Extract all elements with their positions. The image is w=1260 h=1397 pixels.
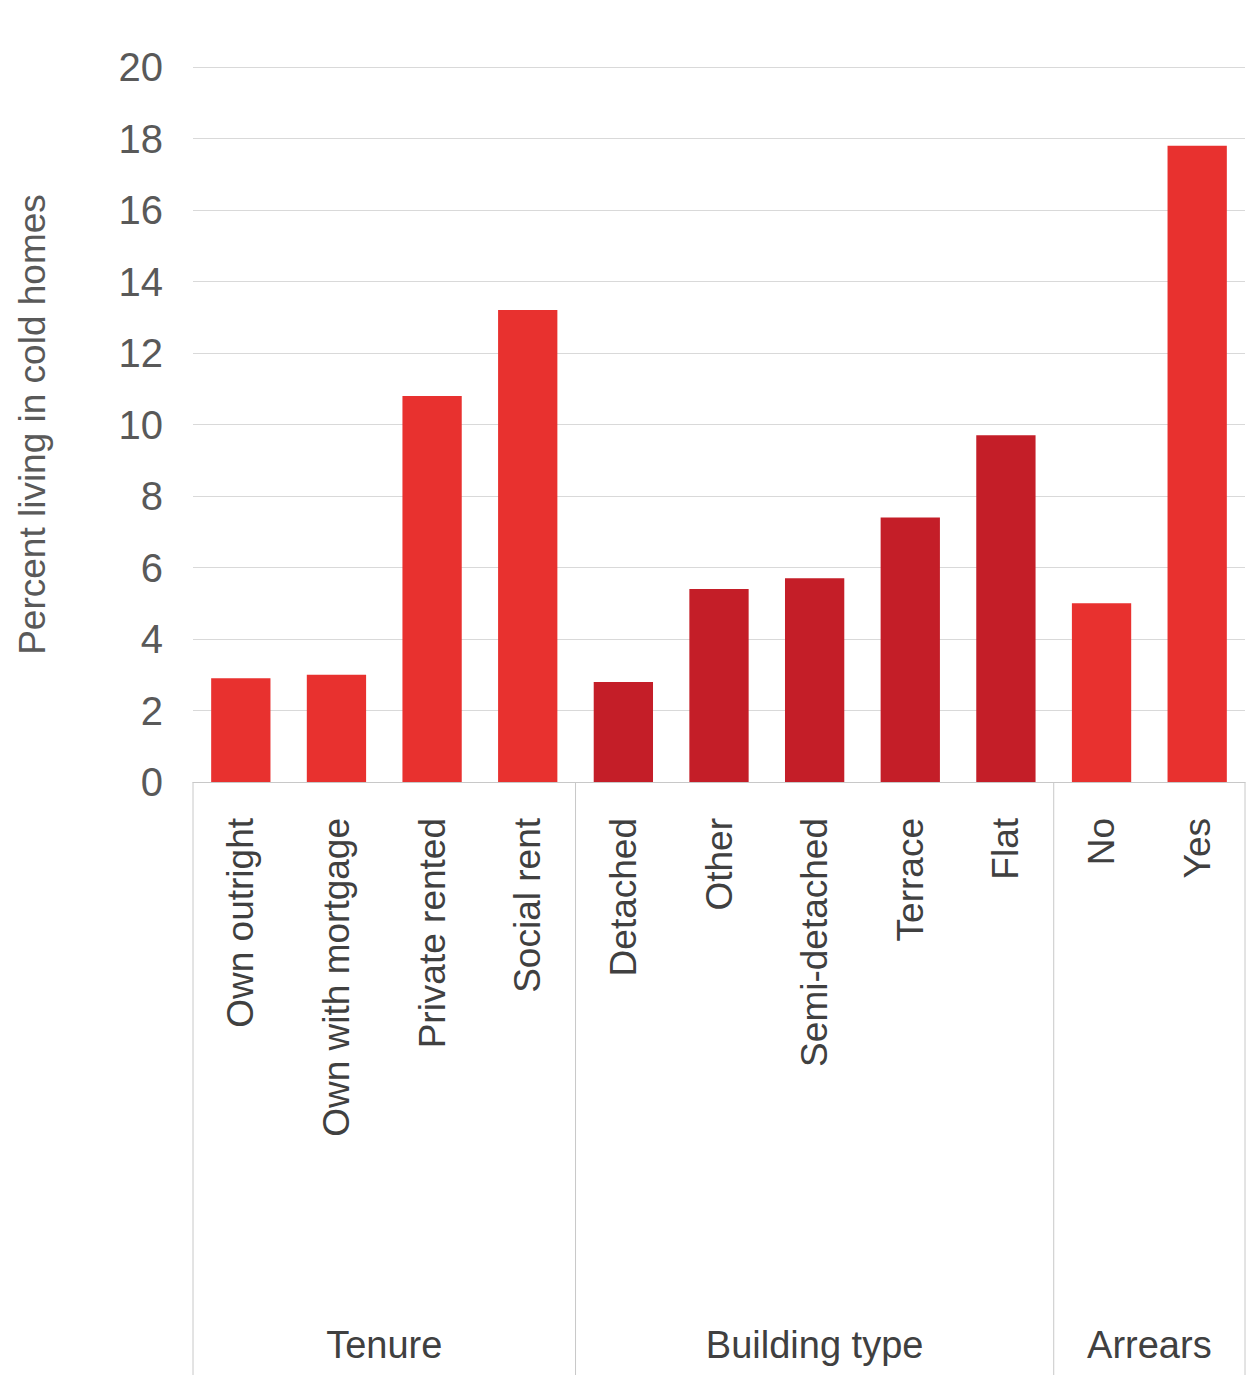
svg-text:6: 6 — [141, 546, 163, 590]
svg-text:Yes: Yes — [1177, 818, 1218, 878]
svg-text:Terrace: Terrace — [890, 818, 931, 941]
svg-text:Arrears: Arrears — [1087, 1324, 1212, 1366]
svg-text:Tenure: Tenure — [326, 1324, 442, 1366]
svg-text:Own with mortgage: Own with mortgage — [316, 818, 357, 1137]
svg-text:18: 18 — [119, 117, 164, 161]
svg-text:Semi-detached: Semi-detached — [794, 818, 835, 1067]
svg-text:2: 2 — [141, 689, 163, 733]
svg-text:12: 12 — [119, 331, 164, 375]
svg-text:4: 4 — [141, 617, 163, 661]
svg-text:Own outright: Own outright — [220, 817, 261, 1027]
svg-text:No: No — [1081, 818, 1122, 865]
svg-text:0: 0 — [141, 760, 163, 804]
svg-text:20: 20 — [119, 45, 164, 89]
svg-text:Detached: Detached — [603, 818, 644, 976]
svg-text:Flat: Flat — [985, 817, 1026, 879]
svg-text:Private rented: Private rented — [412, 818, 453, 1048]
svg-text:8: 8 — [141, 474, 163, 518]
svg-text:10: 10 — [119, 403, 164, 447]
svg-text:16: 16 — [119, 188, 164, 232]
svg-text:Building type: Building type — [706, 1324, 924, 1366]
svg-text:Other: Other — [699, 818, 740, 911]
svg-text:14: 14 — [119, 260, 164, 304]
svg-text:Percent living in cold homes: Percent living in cold homes — [12, 194, 53, 655]
svg-text:Social rent: Social rent — [507, 817, 548, 993]
